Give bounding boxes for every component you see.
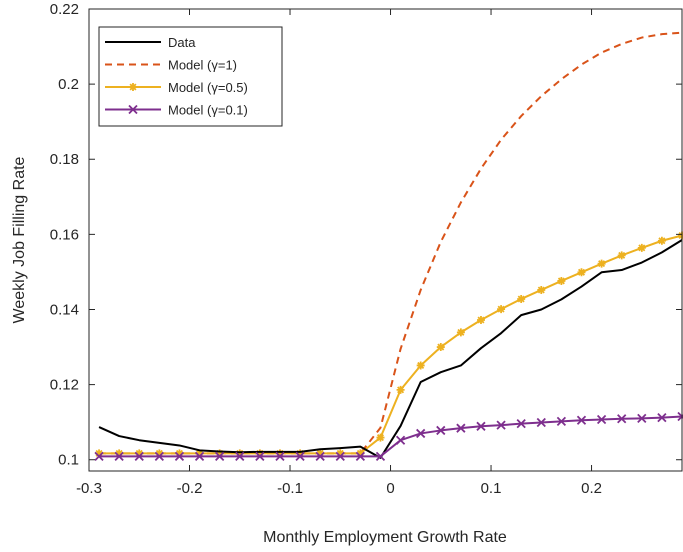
data-point-marker bbox=[155, 449, 164, 458]
legend-entries: Data Model (γ=1) Model (γ=0.5) Model (γ=0.1… bbox=[105, 35, 248, 118]
series-line bbox=[99, 415, 683, 458]
data-point-marker bbox=[597, 259, 606, 268]
data-point-marker bbox=[476, 316, 485, 325]
data-point-marker bbox=[195, 449, 204, 458]
data-point-marker bbox=[215, 449, 224, 458]
data-point-marker bbox=[657, 413, 667, 423]
data-point-marker bbox=[396, 385, 405, 394]
data-point-marker bbox=[275, 451, 285, 461]
y-tick-label: 0.1 bbox=[58, 452, 79, 469]
y-tick-label: 0.18 bbox=[50, 151, 79, 168]
series-2 bbox=[95, 231, 683, 458]
data-point-marker bbox=[316, 449, 325, 458]
data-point-marker bbox=[596, 414, 607, 425]
series-0 bbox=[98, 239, 683, 459]
y-tick-label: 0.22 bbox=[50, 1, 79, 18]
x-tick-label: -0.1 bbox=[277, 480, 303, 497]
data-point-marker bbox=[537, 285, 546, 294]
data-point-marker bbox=[275, 449, 284, 458]
data-point-marker bbox=[617, 414, 627, 424]
data-point-marker bbox=[336, 449, 345, 458]
data-point-marker bbox=[335, 451, 345, 461]
data-point-marker bbox=[436, 425, 446, 436]
data-point-marker bbox=[416, 428, 426, 439]
x-tick-label: 0 bbox=[386, 480, 394, 497]
data-point-marker bbox=[114, 451, 124, 461]
data-point-marker bbox=[215, 451, 225, 461]
data-point-marker bbox=[517, 294, 526, 303]
data-point-marker bbox=[154, 451, 164, 461]
legend-label: Model (γ=1) bbox=[168, 58, 237, 73]
data-point-marker bbox=[134, 451, 144, 461]
data-point-marker bbox=[296, 449, 305, 458]
x-tick-label: 0.2 bbox=[581, 480, 602, 497]
legend-entry: Model (γ=0.1) bbox=[105, 103, 248, 118]
axes-box bbox=[88, 8, 683, 472]
data-point-marker bbox=[456, 328, 465, 337]
legend-entry: Model (γ=0.5) bbox=[105, 80, 248, 95]
data-point-marker bbox=[135, 449, 144, 458]
data-point-marker bbox=[637, 243, 646, 252]
data-point-marker bbox=[115, 449, 124, 458]
data-point-marker bbox=[657, 236, 666, 245]
y-tick-label: 0.2 bbox=[58, 76, 79, 93]
x-tick-label: -0.3 bbox=[76, 480, 102, 497]
legend-marker bbox=[129, 83, 137, 91]
legend-marker bbox=[128, 104, 138, 115]
data-point-marker bbox=[376, 433, 385, 442]
series-layer bbox=[94, 31, 683, 461]
data-point-marker bbox=[496, 420, 506, 430]
data-point-marker bbox=[255, 451, 265, 461]
data-point-marker bbox=[95, 449, 104, 458]
data-point-marker bbox=[194, 451, 205, 461]
series-line bbox=[98, 239, 683, 459]
data-point-marker bbox=[497, 305, 506, 314]
y-tick-label: 0.14 bbox=[50, 301, 79, 318]
data-point-marker bbox=[174, 451, 185, 461]
data-point-marker bbox=[395, 435, 406, 445]
data-point-marker bbox=[577, 268, 586, 277]
y-axis-label: Weekly Job Filling Rate bbox=[11, 156, 28, 323]
legend-label: Model (γ=0.5) bbox=[168, 80, 248, 95]
series-1 bbox=[99, 31, 683, 455]
data-point-marker bbox=[576, 415, 587, 425]
data-point-marker bbox=[94, 451, 104, 461]
data-point-marker bbox=[476, 421, 486, 431]
data-point-marker bbox=[536, 417, 546, 428]
data-point-marker bbox=[175, 449, 184, 458]
legend-entry: Model (γ=1) bbox=[105, 58, 237, 73]
data-point-marker bbox=[637, 413, 647, 424]
legend-label: Data bbox=[168, 35, 196, 50]
data-point-marker bbox=[375, 451, 386, 461]
legend: Data Model (γ=1) Model (γ=0.5) Model (γ=0.1… bbox=[98, 26, 283, 127]
data-point-marker bbox=[295, 451, 305, 461]
data-point-marker bbox=[436, 343, 445, 352]
data-point-marker bbox=[617, 251, 626, 260]
data-point-marker bbox=[355, 451, 366, 461]
y-tick-label: 0.12 bbox=[50, 377, 79, 394]
data-point-marker bbox=[456, 423, 466, 433]
data-point-marker bbox=[557, 276, 566, 285]
x-axis-ticks: -0.3 -0.2 -0.1 0 0.1 0.2 bbox=[76, 9, 602, 497]
data-point-marker bbox=[356, 449, 365, 458]
legend-entry: Data bbox=[105, 35, 196, 50]
data-point-marker bbox=[556, 416, 567, 427]
plot-area: -0.3 -0.2 -0.1 0 0.1 0.2 0.10.120.140.160.180… bbox=[50, 1, 683, 497]
data-point-marker bbox=[235, 449, 244, 458]
data-point-marker bbox=[235, 451, 245, 461]
x-axis-label: Monthly Employment Growth Rate bbox=[263, 529, 507, 546]
y-tick-label: 0.16 bbox=[50, 226, 79, 243]
y-axis-ticks: 0.1 0.12 0.14 0.16 0.18 0.2 0.22 bbox=[50, 1, 682, 469]
data-point-marker bbox=[416, 361, 425, 370]
x-tick-label: -0.2 bbox=[177, 480, 203, 497]
series-line bbox=[99, 31, 683, 455]
data-point-marker bbox=[315, 451, 325, 461]
data-point-marker bbox=[255, 449, 264, 458]
x-tick-label: 0.1 bbox=[481, 480, 502, 497]
series-3 bbox=[94, 411, 683, 461]
legend-label: Model (γ=0.1) bbox=[168, 103, 248, 118]
data-point-marker bbox=[516, 419, 526, 429]
